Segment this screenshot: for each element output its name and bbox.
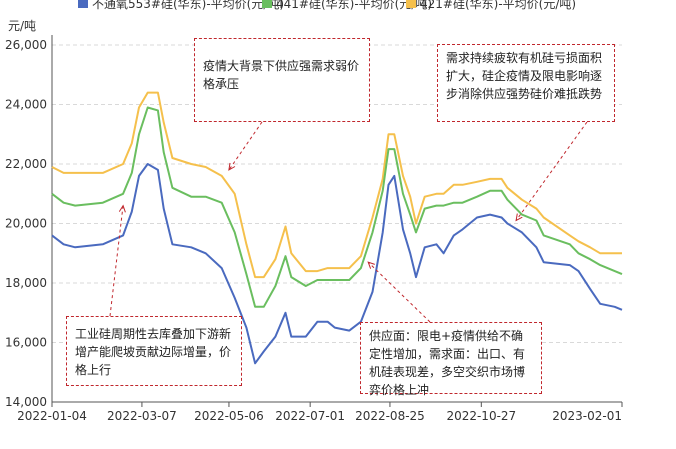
- x-tick-label: 2022-07-01: [275, 409, 345, 423]
- series-line-1: [51, 106, 623, 308]
- y-axis-unit-label: 元/吨: [8, 19, 36, 33]
- annotation-arrow-head: [515, 213, 523, 222]
- annotation-arrow-head: [118, 204, 126, 213]
- x-tick-label: 2022-05-06: [194, 409, 264, 423]
- y-tick-label: 24,000: [5, 98, 47, 112]
- series-line-2: [51, 91, 622, 279]
- y-tick-label: 26,000: [5, 38, 47, 52]
- annotation-destocking-capacity-ramp: 工业硅周期性去库叠加下游新增产能爬坡贡献边际增量，价格上行: [66, 316, 242, 386]
- x-tick-label: 2022-03-07: [107, 409, 177, 423]
- legend-entry[interactable]: 421#硅(华东)-平均价(元/吨): [420, 0, 576, 11]
- x-tick-label: 2022-01-04: [17, 409, 87, 423]
- legend[interactable]: 不通氧553#硅(华东)-平均价(元/吨)441#硅(华东)-平均价(元/吨)4…: [78, 0, 576, 11]
- x-tick-label: 2023-02-01: [552, 409, 622, 423]
- legend-swatch: [78, 0, 88, 8]
- y-tick-label: 20,000: [5, 217, 47, 231]
- legend-swatch: [406, 0, 416, 8]
- annotation-supply-strong-demand-weak: 疫情大背景下供应强需求弱价格承压: [194, 38, 370, 122]
- axes: 14,000 16,000 18,000 20,000 22,000 24,000 26,0…: [5, 35, 623, 423]
- annotation-arrow-line: [367, 261, 431, 323]
- x-tick-label: 2022-10-27: [446, 409, 516, 423]
- legend-entry[interactable]: 441#硅(华东)-平均价(元/吨): [276, 0, 432, 11]
- annotation-arrows: [109, 121, 588, 323]
- annotation-power-rationing-epidemic: 供应面：限电+疫情供给不确定性增加，需求面：出口、有机硅表现差，多空交织市场博弈…: [360, 322, 542, 397]
- y-tick-label: 22,000: [5, 157, 47, 171]
- annotation-arrow-head: [228, 162, 236, 171]
- annotation-arrow-line: [109, 205, 124, 317]
- annotation-arrow-line: [228, 121, 263, 171]
- annotation-arrow-line: [515, 121, 588, 221]
- series-lines: [51, 91, 623, 365]
- series-line-0: [51, 163, 623, 365]
- x-tick-label: 2022-08-25: [355, 409, 425, 423]
- annotation-organic-silicon-weak: 需求持续疲软有机硅亏损面积扩大，硅企疫情及限电影响逐步消除供应强势硅价难抵跌势: [437, 44, 615, 122]
- legend-swatch: [262, 0, 272, 8]
- y-tick-label: 16,000: [5, 336, 47, 350]
- legend-entry[interactable]: 不通氧553#硅(华东)-平均价(元/吨): [92, 0, 284, 11]
- y-tick-label: 14,000: [5, 395, 47, 409]
- y-tick-label: 18,000: [5, 276, 47, 290]
- annotation-arrow-head: [367, 261, 375, 269]
